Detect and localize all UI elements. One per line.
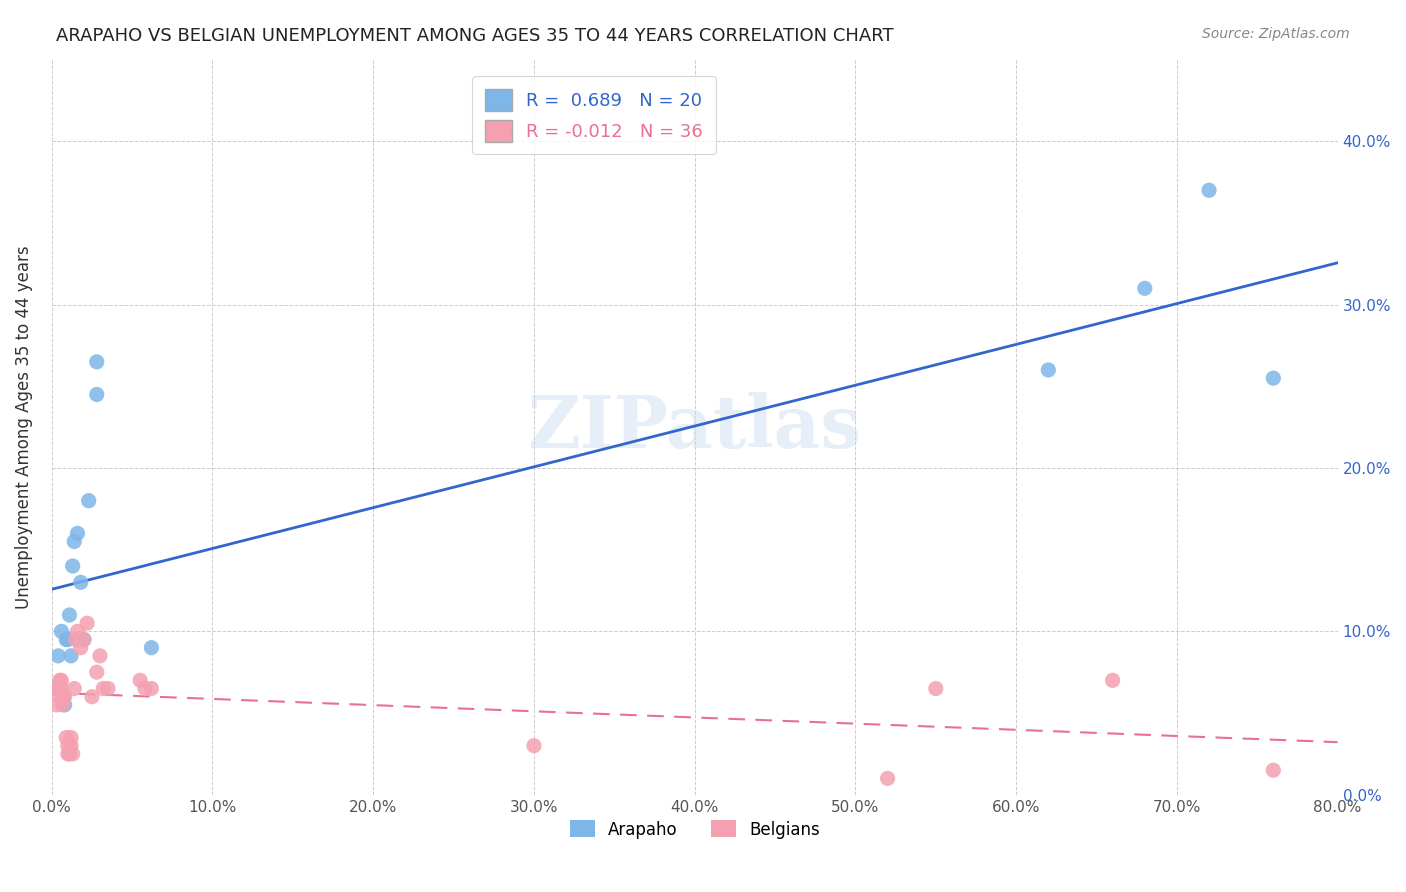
Point	[89, 648, 111, 663]
Point	[65, 632, 87, 647]
Point	[141, 640, 163, 655]
Point	[134, 681, 156, 696]
Point	[925, 681, 948, 696]
Point	[80, 690, 103, 704]
Point	[53, 690, 76, 704]
Point	[51, 624, 73, 639]
Point	[876, 772, 898, 786]
Point	[1263, 763, 1285, 777]
Point	[1133, 281, 1156, 295]
Point	[49, 690, 72, 704]
Point	[523, 739, 546, 753]
Point	[49, 673, 72, 688]
Point	[60, 731, 83, 745]
Text: ZIPatlas: ZIPatlas	[527, 392, 862, 463]
Point	[63, 534, 86, 549]
Point	[45, 698, 67, 712]
Point	[63, 681, 86, 696]
Point	[97, 681, 120, 696]
Point	[56, 747, 79, 761]
Point	[56, 739, 79, 753]
Point	[1263, 371, 1285, 385]
Point	[55, 632, 77, 647]
Point	[58, 607, 80, 622]
Point	[1101, 673, 1123, 688]
Y-axis label: Unemployment Among Ages 35 to 44 years: Unemployment Among Ages 35 to 44 years	[15, 245, 32, 609]
Point	[69, 640, 91, 655]
Point	[56, 632, 79, 647]
Point	[77, 493, 100, 508]
Point	[52, 698, 75, 712]
Point	[86, 355, 108, 369]
Text: Source: ZipAtlas.com: Source: ZipAtlas.com	[1202, 27, 1350, 41]
Point	[129, 673, 152, 688]
Point	[60, 648, 83, 663]
Point	[58, 747, 80, 761]
Point	[76, 616, 98, 631]
Point	[66, 526, 89, 541]
Point	[1198, 183, 1220, 197]
Point	[86, 387, 108, 401]
Point	[55, 731, 77, 745]
Point	[52, 690, 75, 704]
Point	[73, 632, 96, 647]
Point	[46, 681, 69, 696]
Point	[51, 673, 73, 688]
Point	[66, 624, 89, 639]
Point	[141, 681, 163, 696]
Point	[86, 665, 108, 680]
Text: ARAPAHO VS BELGIAN UNEMPLOYMENT AMONG AGES 35 TO 44 YEARS CORRELATION CHART: ARAPAHO VS BELGIAN UNEMPLOYMENT AMONG AG…	[56, 27, 894, 45]
Point	[1038, 363, 1060, 377]
Point	[69, 575, 91, 590]
Legend: Arapaho, Belgians: Arapaho, Belgians	[562, 814, 827, 846]
Point	[51, 681, 73, 696]
Point	[42, 681, 65, 696]
Point	[62, 747, 84, 761]
Point	[46, 648, 69, 663]
Point	[53, 698, 76, 712]
Point	[91, 681, 114, 696]
Point	[60, 739, 83, 753]
Point	[62, 559, 84, 574]
Point	[73, 632, 96, 647]
